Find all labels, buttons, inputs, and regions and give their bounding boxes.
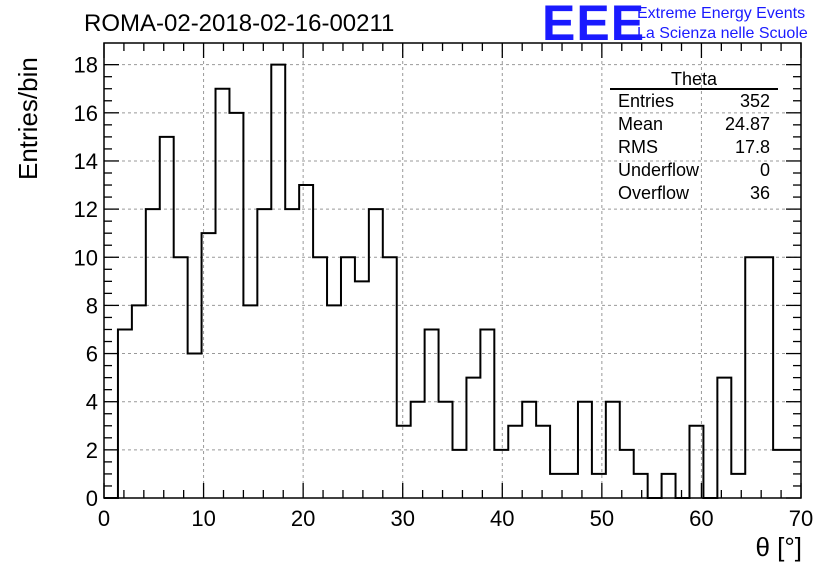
histogram-bin [132,305,146,498]
histogram-bin [634,474,648,498]
histogram-bin [299,185,313,498]
stats-row-underflow: Underflow 0 [610,159,778,182]
y-tick-label: 8 [86,293,98,318]
histogram-bin [606,402,620,498]
stats-label: RMS [618,137,658,157]
histogram-bin [466,378,480,498]
x-tick-label: 20 [291,506,315,531]
y-tick-label: 2 [86,438,98,463]
histogram-bin [341,257,355,498]
logo-line-2: La Scienza nelle Scuole [637,25,808,42]
y-tick-label: 18 [74,53,98,78]
x-tick-label: 60 [689,506,713,531]
x-tick-label: 0 [98,506,110,531]
plot-frame [103,42,802,499]
stats-value: 352 [739,91,770,111]
histogram-bin [494,450,508,498]
x-tick-label: 40 [490,506,514,531]
eee-logo: EEE [542,0,646,51]
stats-value: 0 [759,160,770,180]
histogram-bin [118,329,132,498]
histogram-bin [397,426,411,498]
histogram-bin [216,89,230,498]
histogram-bin [508,426,522,498]
histogram-bin [759,257,773,498]
y-tick-label: 6 [86,342,98,367]
stats-label: Overflow [618,183,690,203]
x-tick-label: 30 [390,506,414,531]
stats-row-entries: Entries 352 [610,90,778,113]
histogram-bin [257,209,271,498]
histogram-bin [383,257,397,498]
stats-title: Theta [610,70,778,90]
histogram-bin [773,450,787,498]
x-tick-label: 70 [789,506,813,531]
y-tick-label: 0 [86,486,98,511]
stats-row-rms: RMS 17.8 [610,136,778,159]
y-tick-label: 12 [74,197,98,222]
chart-title: ROMA-02-2018-02-16-00211 [84,10,395,37]
y-tick-label: 4 [86,390,98,415]
histogram-bin [355,281,369,498]
histogram-bin [717,378,731,498]
y-tick-label: 16 [74,101,98,126]
histogram-bin [564,474,578,498]
x-tick-label: 10 [191,506,215,531]
stats-row-overflow: Overflow 36 [610,182,778,205]
y-tick-label: 14 [74,149,98,174]
histogram-bin [480,329,494,498]
stats-label: Entries [618,91,675,111]
histogram-bin [188,354,202,498]
stats-label: Mean [618,114,664,134]
histogram-bin [745,257,759,498]
x-axis-label: θ [°] [755,532,802,562]
histogram-bin [731,474,745,498]
stats-row-mean: Mean 24.87 [610,113,778,136]
y-tick-label: 10 [74,245,98,270]
logo-line-1: Extreme Energy Events [637,5,806,22]
histogram-bin [425,329,439,498]
histogram-bin [271,65,285,498]
histogram-bin [453,450,467,498]
y-axis-label: Entries/bin [13,57,43,180]
histogram-bin [662,474,676,498]
histogram-bin [174,257,188,498]
histogram-bin [313,257,327,498]
histogram-outline [104,63,801,499]
stats-value: 24.87 [724,114,770,134]
histogram-bin [160,137,174,498]
histogram-bin [536,426,550,498]
stats-value: 17.8 [734,137,770,157]
stats-box: Theta Entries 352 Mean 24.87 RMS 17.8 Un… [610,70,778,205]
stats-label: Underflow [618,160,700,180]
x-tick-label: 50 [590,506,614,531]
stats-value: 36 [749,183,770,203]
histogram-bin [592,474,606,498]
